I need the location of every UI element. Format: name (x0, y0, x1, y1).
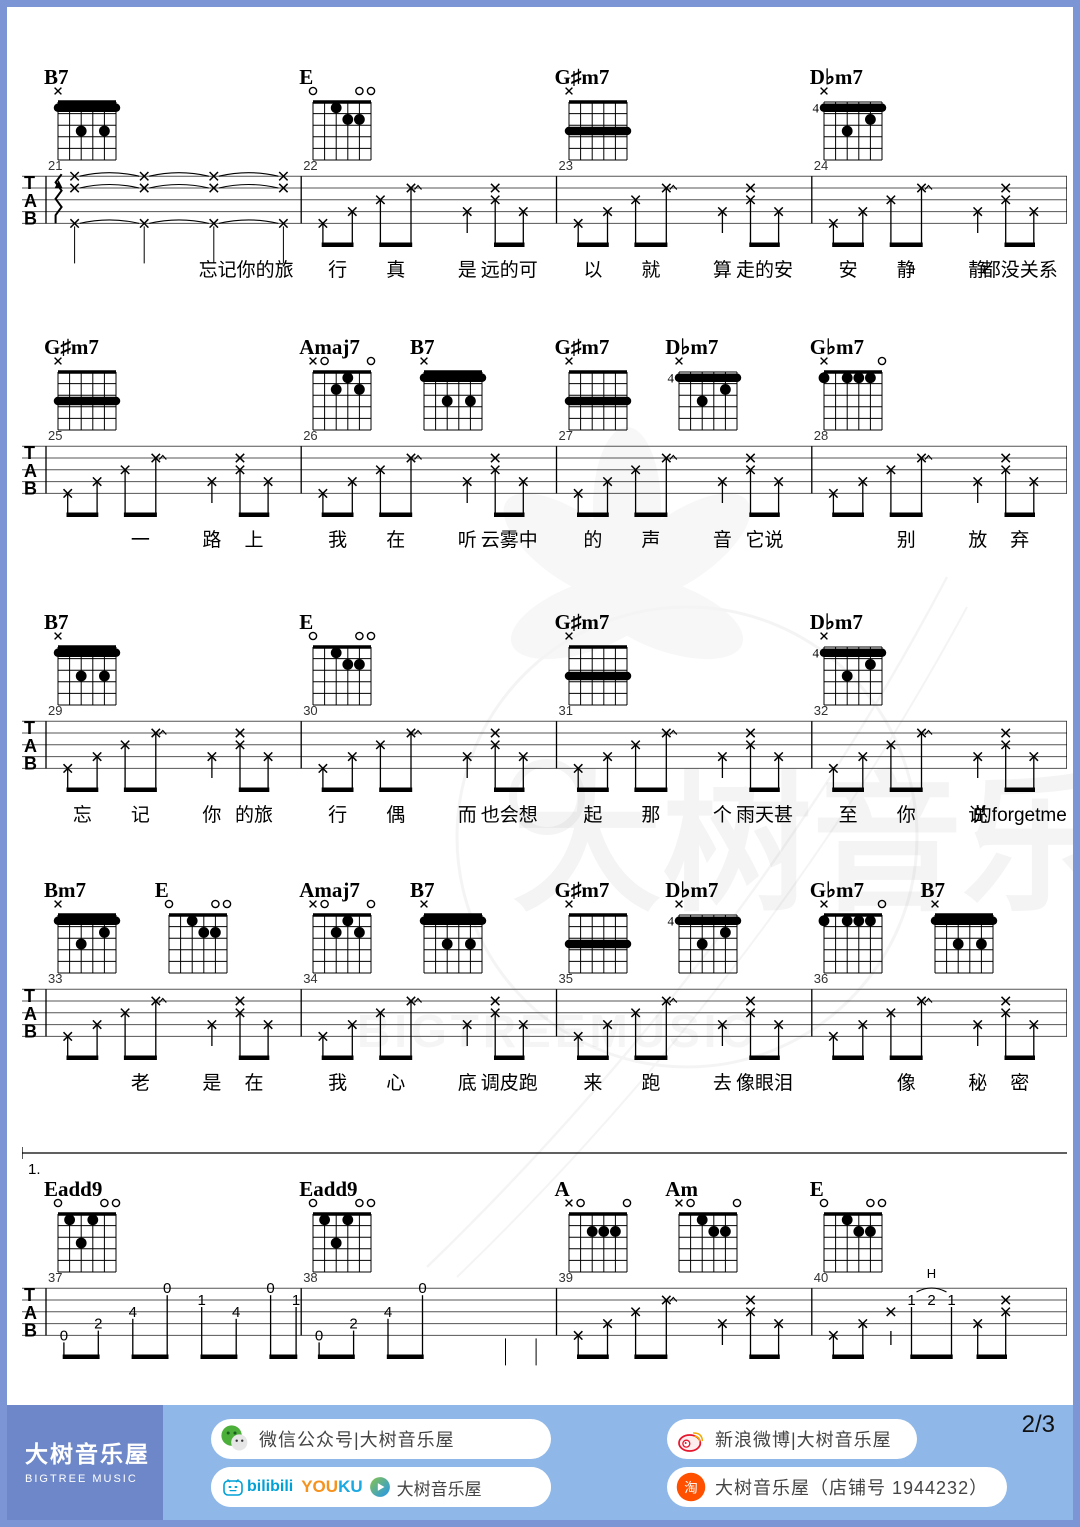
svg-text:在: 在 (244, 1072, 263, 1094)
svg-text:38: 38 (303, 1270, 317, 1285)
svg-text:0: 0 (163, 1280, 171, 1297)
svg-text:算: 算 (713, 259, 732, 281)
svg-text:B: B (24, 209, 37, 229)
svg-text:2: 2 (927, 1292, 935, 1309)
svg-text:调皮跑: 调皮跑 (481, 1072, 538, 1094)
svg-text:40: 40 (814, 1270, 828, 1285)
svg-text:弃: 弃 (1010, 529, 1029, 551)
svg-text:那: 那 (641, 805, 660, 826)
svg-text:跑: 跑 (641, 1072, 660, 1094)
svg-text:静: 静 (897, 259, 916, 281)
svg-text:22: 22 (303, 158, 317, 173)
svg-text:1: 1 (947, 1292, 955, 1309)
svg-text:声: 声 (641, 529, 660, 551)
svg-text:雨天甚: 雨天甚 (736, 804, 793, 826)
svg-text:来: 来 (583, 1072, 602, 1094)
svg-text:安: 安 (839, 259, 858, 281)
svg-text:忘: 忘 (73, 804, 92, 826)
svg-text:的旅: 的旅 (235, 804, 273, 826)
svg-text:2: 2 (349, 1316, 357, 1333)
svg-text:个: 个 (713, 804, 732, 826)
svg-text:32: 32 (814, 703, 828, 718)
svg-text:4: 4 (232, 1304, 240, 1321)
svg-text:去: 去 (713, 1072, 732, 1094)
svg-text:像: 像 (897, 1072, 916, 1094)
svg-text:以: 以 (583, 260, 602, 281)
svg-text:34: 34 (303, 971, 317, 986)
svg-text:云雾中: 云雾中 (481, 529, 538, 551)
svg-text:别: 别 (897, 529, 916, 551)
svg-text:放: 放 (968, 529, 987, 551)
svg-text:的: 的 (583, 529, 602, 551)
svg-text:H: H (927, 1266, 936, 1281)
svg-text:行: 行 (328, 259, 347, 281)
svg-text:像眼泪: 像眼泪 (736, 1072, 793, 1094)
svg-text:密: 密 (1010, 1072, 1029, 1094)
svg-text:也会想: 也会想 (481, 804, 538, 826)
svg-text:0: 0 (60, 1327, 68, 1344)
svg-text:是: 是 (458, 260, 477, 281)
svg-text:起: 起 (583, 804, 602, 826)
svg-text:的forgetme: 的forgetme (973, 804, 1067, 826)
svg-text:1: 1 (907, 1292, 915, 1309)
svg-text:39: 39 (559, 1270, 573, 1285)
svg-text:2: 2 (94, 1316, 102, 1333)
svg-text:B: B (24, 754, 37, 774)
svg-text:0: 0 (315, 1327, 323, 1344)
svg-text:30: 30 (303, 703, 317, 718)
svg-text:你: 你 (202, 804, 221, 826)
svg-text:是: 是 (202, 1073, 221, 1094)
svg-text:真: 真 (386, 259, 405, 281)
svg-text:29: 29 (48, 703, 62, 718)
svg-text:在: 在 (386, 529, 405, 551)
svg-text:记: 记 (131, 804, 150, 826)
svg-text:28: 28 (814, 428, 828, 443)
svg-text:35: 35 (559, 971, 573, 986)
svg-text:21: 21 (48, 158, 62, 173)
svg-text:底: 底 (458, 1072, 477, 1094)
svg-text:0: 0 (266, 1280, 274, 1297)
svg-text:走的安: 走的安 (736, 259, 793, 281)
svg-text:4: 4 (129, 1304, 137, 1321)
svg-text:心: 心 (386, 1073, 405, 1094)
svg-text:27: 27 (559, 428, 573, 443)
svg-text:25: 25 (48, 428, 62, 443)
svg-text:淘: 淘 (684, 1480, 698, 1495)
svg-text:37: 37 (48, 1270, 62, 1285)
svg-text:1.: 1. (28, 1161, 41, 1177)
svg-text:33: 33 (48, 971, 62, 986)
svg-text:忘记你的旅: 忘记你的旅 (199, 259, 294, 281)
svg-text:0: 0 (418, 1280, 426, 1297)
svg-text:26: 26 (303, 428, 317, 443)
svg-text:1: 1 (292, 1292, 300, 1309)
svg-text:4: 4 (384, 1304, 392, 1321)
svg-text:B: B (24, 1321, 37, 1341)
svg-text:23: 23 (559, 158, 573, 173)
svg-text:就: 就 (641, 259, 660, 281)
svg-text:B: B (24, 1022, 37, 1042)
svg-text:都没关系: 都没关系 (982, 259, 1058, 281)
svg-text:路: 路 (202, 529, 221, 551)
svg-text:音: 音 (713, 529, 732, 551)
svg-text:它说: 它说 (745, 529, 783, 551)
svg-text:我: 我 (328, 529, 347, 551)
svg-text:而: 而 (458, 805, 477, 826)
svg-text:一: 一 (131, 530, 150, 551)
svg-text:你: 你 (897, 804, 916, 826)
svg-text:1: 1 (198, 1292, 206, 1309)
svg-text:B: B (24, 479, 37, 499)
svg-text:31: 31 (559, 703, 573, 718)
svg-text:远的可: 远的可 (481, 259, 538, 281)
svg-text:36: 36 (814, 971, 828, 986)
svg-text:上: 上 (244, 529, 263, 551)
svg-text:秘: 秘 (968, 1072, 987, 1094)
svg-text:听: 听 (458, 529, 477, 551)
svg-text:行: 行 (328, 804, 347, 826)
svg-text:至: 至 (839, 805, 858, 826)
svg-text:偶: 偶 (386, 804, 405, 826)
svg-text:老: 老 (131, 1072, 150, 1094)
svg-text:24: 24 (814, 158, 828, 173)
svg-text:我: 我 (328, 1072, 347, 1094)
